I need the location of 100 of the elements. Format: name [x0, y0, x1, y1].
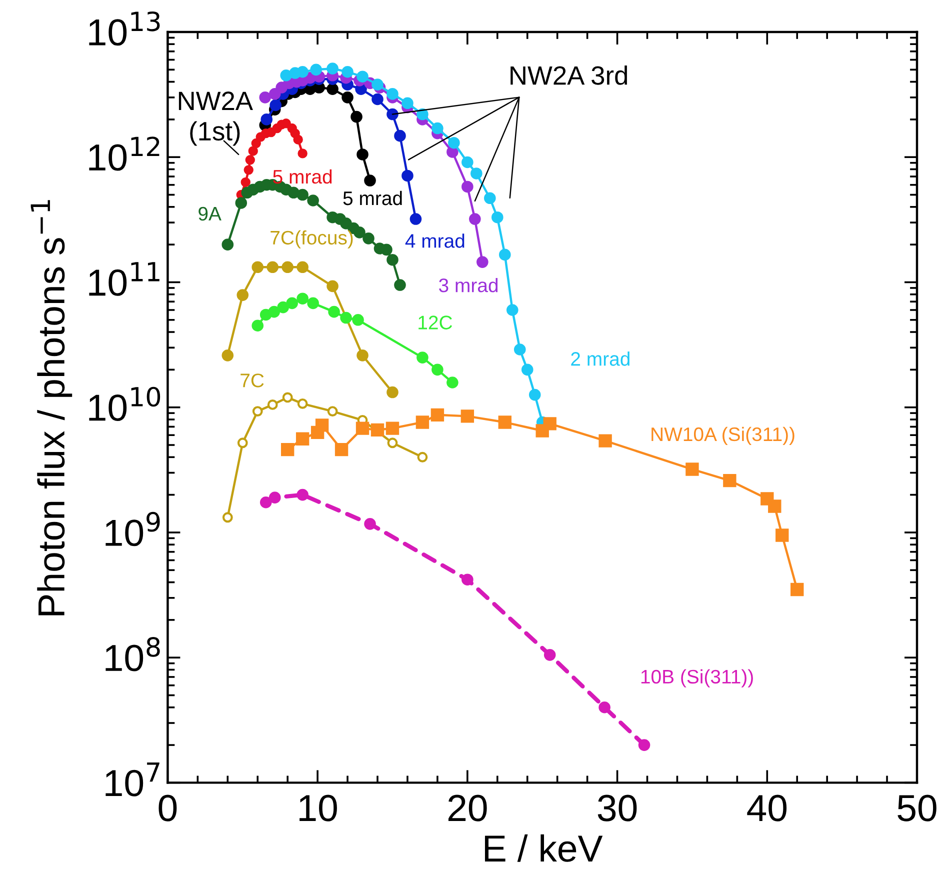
x-tick-label: 10 — [300, 794, 337, 822]
point — [528, 388, 541, 401]
point — [296, 432, 310, 446]
y-tick-label: 10$^{10}$ — [89, 386, 160, 422]
point — [448, 136, 460, 149]
point — [277, 301, 289, 314]
point — [462, 180, 474, 193]
point — [293, 134, 303, 144]
point — [356, 148, 368, 160]
point — [286, 297, 298, 310]
series-label: 3 mrad — [439, 278, 498, 292]
point — [394, 130, 406, 142]
point — [402, 97, 414, 110]
point — [356, 350, 368, 362]
point — [484, 192, 496, 204]
point — [544, 649, 556, 661]
point — [307, 297, 319, 310]
point — [222, 238, 234, 250]
point — [222, 350, 234, 362]
x-tick-label: 30 — [598, 794, 637, 822]
annotation: NW2A 3rd — [510, 65, 628, 85]
point — [342, 66, 354, 78]
point — [297, 398, 308, 409]
point — [446, 146, 458, 158]
y-tick-label: 10$^{11}$ — [89, 262, 160, 296]
point — [326, 280, 338, 292]
point — [280, 442, 294, 456]
point — [386, 386, 398, 398]
point — [410, 213, 422, 225]
point — [296, 66, 308, 78]
point — [334, 442, 348, 456]
point — [266, 261, 279, 274]
point — [776, 528, 789, 542]
point — [416, 108, 428, 120]
point — [244, 165, 254, 175]
x-tick-label: 50 — [898, 794, 936, 822]
point — [245, 155, 255, 165]
point — [598, 434, 612, 448]
point — [240, 177, 250, 188]
point — [387, 438, 398, 448]
point — [416, 416, 430, 429]
series-label: 10B (Si(311)) — [641, 669, 753, 688]
x-tick-label: 0 — [158, 794, 177, 822]
point — [514, 344, 526, 356]
point — [307, 194, 319, 206]
point — [521, 364, 534, 376]
y-tick-label: 10$^{8}$ — [106, 637, 160, 672]
point — [327, 406, 338, 417]
x-tick-label: 20 — [448, 794, 487, 822]
point — [432, 122, 444, 134]
series-label: 5 mrad — [343, 190, 402, 206]
series-label: 4 mrad — [405, 234, 464, 248]
point — [352, 314, 364, 326]
point — [598, 701, 610, 714]
point — [270, 99, 282, 112]
point — [686, 462, 699, 476]
point — [491, 211, 504, 224]
y-tick-label: 10$^{12}$ — [89, 136, 160, 171]
point — [281, 118, 291, 128]
point — [350, 110, 362, 123]
point — [298, 148, 308, 158]
text: 2 mrad — [571, 352, 630, 366]
point — [236, 289, 249, 301]
point — [394, 279, 406, 291]
point — [476, 256, 488, 268]
series-label: 7C(focus) — [270, 230, 353, 248]
point — [288, 186, 300, 199]
point — [296, 292, 308, 304]
series-label: NW10A (Si(311)) — [652, 426, 794, 445]
point — [470, 168, 482, 180]
point — [326, 62, 338, 74]
point — [638, 739, 650, 751]
point — [386, 254, 398, 266]
point — [296, 261, 308, 274]
annotation: NW2A (1st) — [178, 92, 253, 146]
point — [417, 452, 428, 462]
point — [462, 156, 474, 168]
point — [790, 582, 804, 596]
point — [432, 364, 444, 376]
point — [296, 488, 308, 501]
point — [282, 392, 293, 403]
point — [498, 248, 511, 261]
series-label: 5 mrad — [273, 169, 332, 184]
point — [235, 197, 248, 209]
point — [328, 306, 340, 318]
point — [237, 438, 248, 448]
point — [386, 88, 398, 100]
point — [326, 83, 338, 95]
point — [723, 474, 736, 488]
series-label: 7C — [240, 374, 264, 388]
point — [460, 410, 474, 423]
point — [315, 418, 329, 432]
point — [380, 244, 392, 256]
point — [446, 376, 458, 388]
point — [372, 78, 384, 90]
point — [342, 92, 354, 104]
point — [222, 512, 233, 523]
point — [370, 423, 384, 437]
y-tick-label: 10$^{13}$ — [89, 11, 160, 46]
point — [282, 261, 294, 274]
